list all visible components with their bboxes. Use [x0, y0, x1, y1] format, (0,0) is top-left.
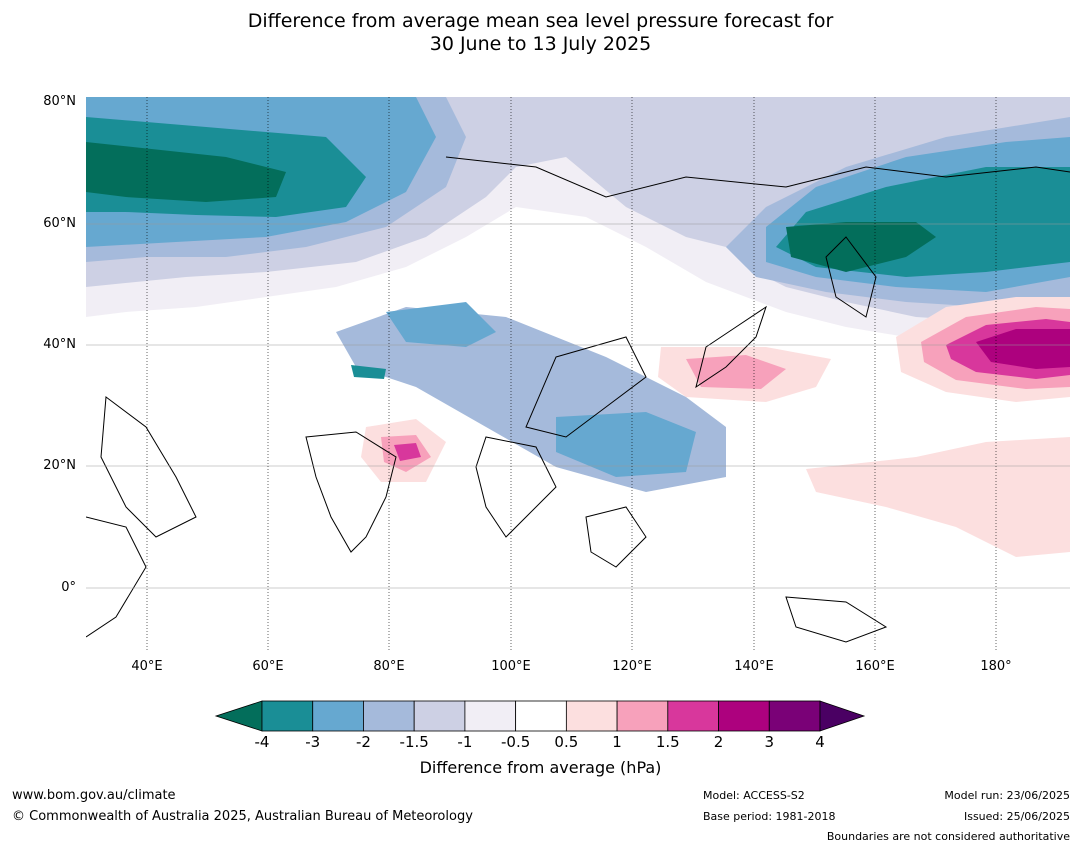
coastline-china	[525, 336, 647, 438]
colorbar-segment	[768, 700, 821, 732]
chart-title-line-2: 30 June to 13 July 2025	[429, 33, 652, 55]
coastline-kamchatka	[825, 236, 877, 318]
colorbar-tick-label: 0.5	[554, 733, 579, 751]
coastline-japan	[695, 305, 767, 389]
anomaly-zone-central-blue	[386, 302, 496, 347]
anomaly-fill-layer	[86, 97, 1070, 557]
lat-label-60n: 60°N	[43, 216, 76, 231]
colorbar-tick-label: 1.5	[655, 733, 680, 751]
colorbar-tick-label: 1	[612, 733, 622, 751]
colorbar-tick-label: -2	[355, 733, 371, 751]
coastline-india	[305, 431, 397, 553]
anomaly-zone-pacific-strong	[976, 329, 1070, 369]
latitude-grid	[86, 223, 1070, 589]
colorbar-segment	[616, 700, 669, 732]
colorbar-label: Difference from average (hPa)	[419, 758, 662, 777]
anomaly-zone-east-dark	[786, 222, 936, 272]
colorbar-arrow-high	[819, 700, 866, 732]
coastline-africa	[86, 516, 147, 638]
colorbar-segment	[261, 700, 314, 732]
lon-label-140e: 140°E	[734, 659, 774, 674]
colorbar-tick-label: -3	[305, 733, 321, 751]
lon-label-40e: 40°E	[131, 659, 163, 674]
chart-title-line-1: Difference from average mean sea level p…	[247, 10, 834, 32]
colorbar-segment	[363, 700, 415, 732]
colorbar-arrow-low	[214, 700, 263, 732]
coastline-layer	[86, 156, 1070, 643]
footer-base-period: Base period: 1981-2018	[703, 810, 836, 823]
lon-label-160e: 160°E	[855, 659, 895, 674]
lon-label-80e: 80°E	[373, 659, 405, 674]
coastline-siberia	[445, 156, 1070, 198]
coastline-new-guinea	[785, 596, 888, 643]
anomaly-zone-north-dark	[86, 142, 286, 202]
colorbar-tick-label: 4	[815, 733, 825, 751]
lon-label-60e: 60°E	[252, 659, 284, 674]
colorbar-segment	[312, 700, 364, 732]
anomaly-zone-china-blue	[556, 412, 696, 477]
colorbar-tick-label: -0.5	[500, 733, 531, 751]
colorbar-segment	[718, 700, 770, 732]
colorbar-tick-label: 3	[764, 733, 775, 751]
lat-label-20n: 20°N	[43, 458, 76, 473]
coastline-southeast-asia	[475, 436, 557, 538]
anomaly-zone-india-core	[394, 443, 421, 461]
pressure-anomaly-map	[86, 97, 1070, 650]
anomaly-zone-japan-mid	[686, 355, 786, 389]
lat-label-0: 0°	[61, 580, 76, 595]
colorbar-tick-label: -4	[254, 733, 270, 751]
lat-label-80n: 80°N	[43, 94, 76, 109]
footer-copyright: © Commonwealth of Australia 2025, Austra…	[12, 809, 473, 824]
colorbar-tick-label: -1	[457, 733, 473, 751]
colorbar-segment	[464, 700, 517, 732]
footer-disclaimer: Boundaries are not considered authoritat…	[826, 830, 1070, 843]
footer-model: Model: ACCESS-S2	[703, 789, 805, 802]
lon-label-180: 180°	[980, 659, 1012, 674]
coastline-borneo	[585, 506, 647, 568]
lon-label-120e: 120°E	[612, 659, 652, 674]
longitude-grid	[146, 97, 997, 650]
colorbar-segment	[413, 700, 466, 732]
lon-label-100e: 100°E	[491, 659, 531, 674]
anomaly-zone-tropical-pink	[806, 437, 1070, 557]
footer-website[interactable]: www.bom.gov.au/climate	[12, 788, 176, 803]
lat-label-40n: 40°N	[43, 337, 76, 352]
colorbar-segment	[667, 700, 719, 732]
footer-issued: Issued: 25/06/2025	[963, 810, 1070, 823]
coastline-arabia	[100, 396, 197, 538]
footer-model-run: Model run: 23/06/2025	[944, 789, 1070, 802]
colorbar-tick-label: 2	[713, 733, 724, 751]
colorbar-segment	[565, 700, 618, 732]
colorbar-segment	[515, 700, 567, 732]
colorbar-tick-label: -1.5	[399, 733, 429, 751]
anomaly-zone-tibet-teal	[351, 365, 386, 379]
